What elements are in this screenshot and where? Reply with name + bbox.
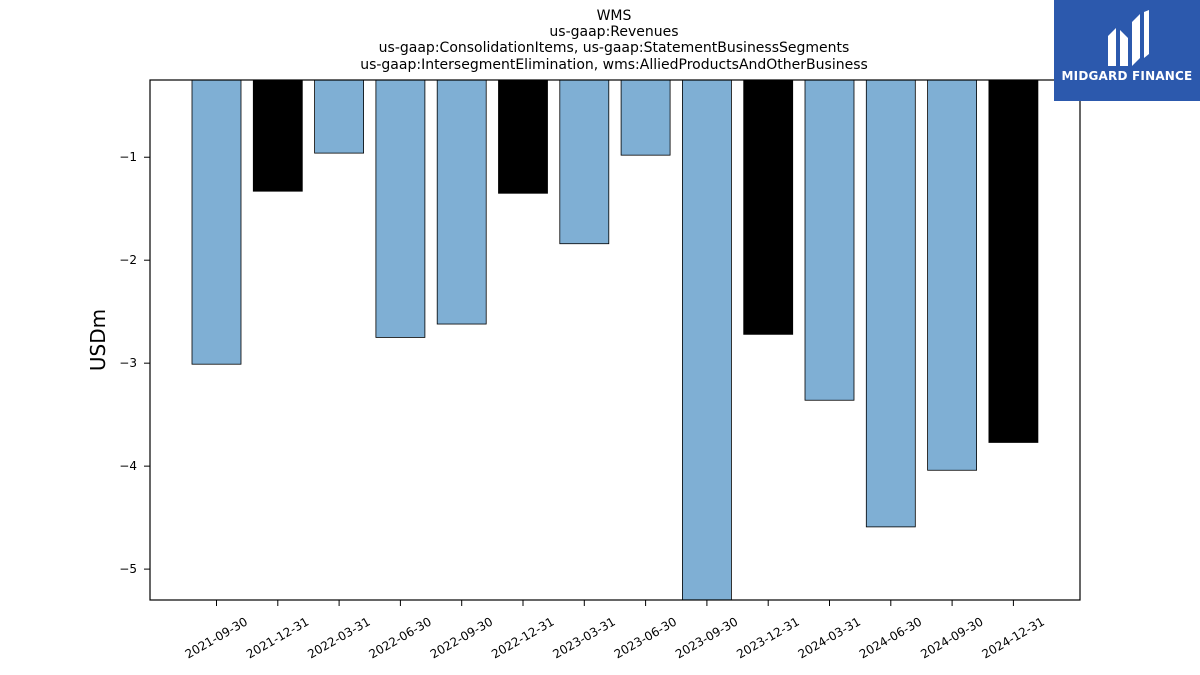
bar-2023-12-31	[743, 79, 794, 335]
bars-group	[191, 79, 1039, 601]
x-tick-label: 2024-12-31	[979, 614, 1046, 661]
x-tick-label: 2022-12-31	[489, 614, 556, 661]
y-axis: −1 −2 −3 −4 −5	[119, 150, 150, 576]
bar-2023-03-31	[559, 79, 610, 245]
bar-2022-06-30	[375, 79, 426, 338]
x-tick-label: 2024-03-31	[796, 614, 863, 661]
bar-2024-09-30	[927, 79, 977, 471]
x-tick-label: 2021-09-30	[183, 614, 250, 661]
bar-2022-12-31	[498, 79, 548, 194]
y-axis-label: USDm	[86, 309, 110, 371]
x-tick-label: 2024-06-30	[857, 614, 924, 661]
y-tick-label: −4	[119, 459, 137, 473]
x-tick-label: 2023-09-30	[673, 614, 740, 661]
bar-2024-12-31	[988, 79, 1039, 443]
bar-2022-03-31	[314, 79, 365, 154]
x-tick-label: 2022-09-30	[428, 614, 495, 661]
bar-2024-06-30	[865, 79, 916, 528]
x-tick-label: 2023-06-30	[612, 614, 679, 661]
bar-2023-06-30	[620, 79, 671, 156]
chart-title: WMS us-gaap:Revenues us-gaap:Consolidati…	[360, 8, 868, 73]
x-tick-label: 2021-12-31	[244, 614, 311, 661]
chart-title-line-4: us-gaap:IntersegmentElimination, wms:All…	[360, 57, 868, 73]
y-tick-label: −2	[119, 253, 137, 267]
plot-frame	[149, 79, 1081, 601]
bar-2021-12-31	[252, 79, 303, 192]
y-tick-label: −5	[119, 562, 137, 576]
bar-2023-09-30	[682, 79, 732, 601]
chart-title-line-1: WMS	[597, 8, 632, 24]
x-tick-label: 2023-12-31	[734, 614, 801, 661]
y-tick-label: −3	[119, 356, 137, 370]
x-axis: 2021-09-302021-12-312022-03-312022-06-30…	[183, 600, 1047, 661]
bar-2022-09-30	[436, 79, 487, 325]
x-tick-label: 2022-03-31	[305, 614, 372, 661]
logo-text: MIDGARD FINANCE	[1061, 69, 1193, 83]
bar-2024-03-31	[804, 79, 855, 401]
x-tick-label: 2023-03-31	[550, 614, 617, 661]
x-tick-label: 2024-09-30	[918, 614, 985, 661]
midgard-logo-icon	[1108, 10, 1149, 66]
y-tick-label: −1	[119, 150, 137, 164]
x-tick-label: 2022-06-30	[366, 614, 433, 661]
chart-title-line-2: us-gaap:Revenues	[549, 24, 678, 40]
bar-2021-09-30	[191, 79, 242, 365]
chart-title-line-3: us-gaap:ConsolidationItems, us-gaap:Stat…	[379, 40, 850, 56]
midgard-finance-logo: MIDGARD FINANCE	[1054, 0, 1200, 101]
